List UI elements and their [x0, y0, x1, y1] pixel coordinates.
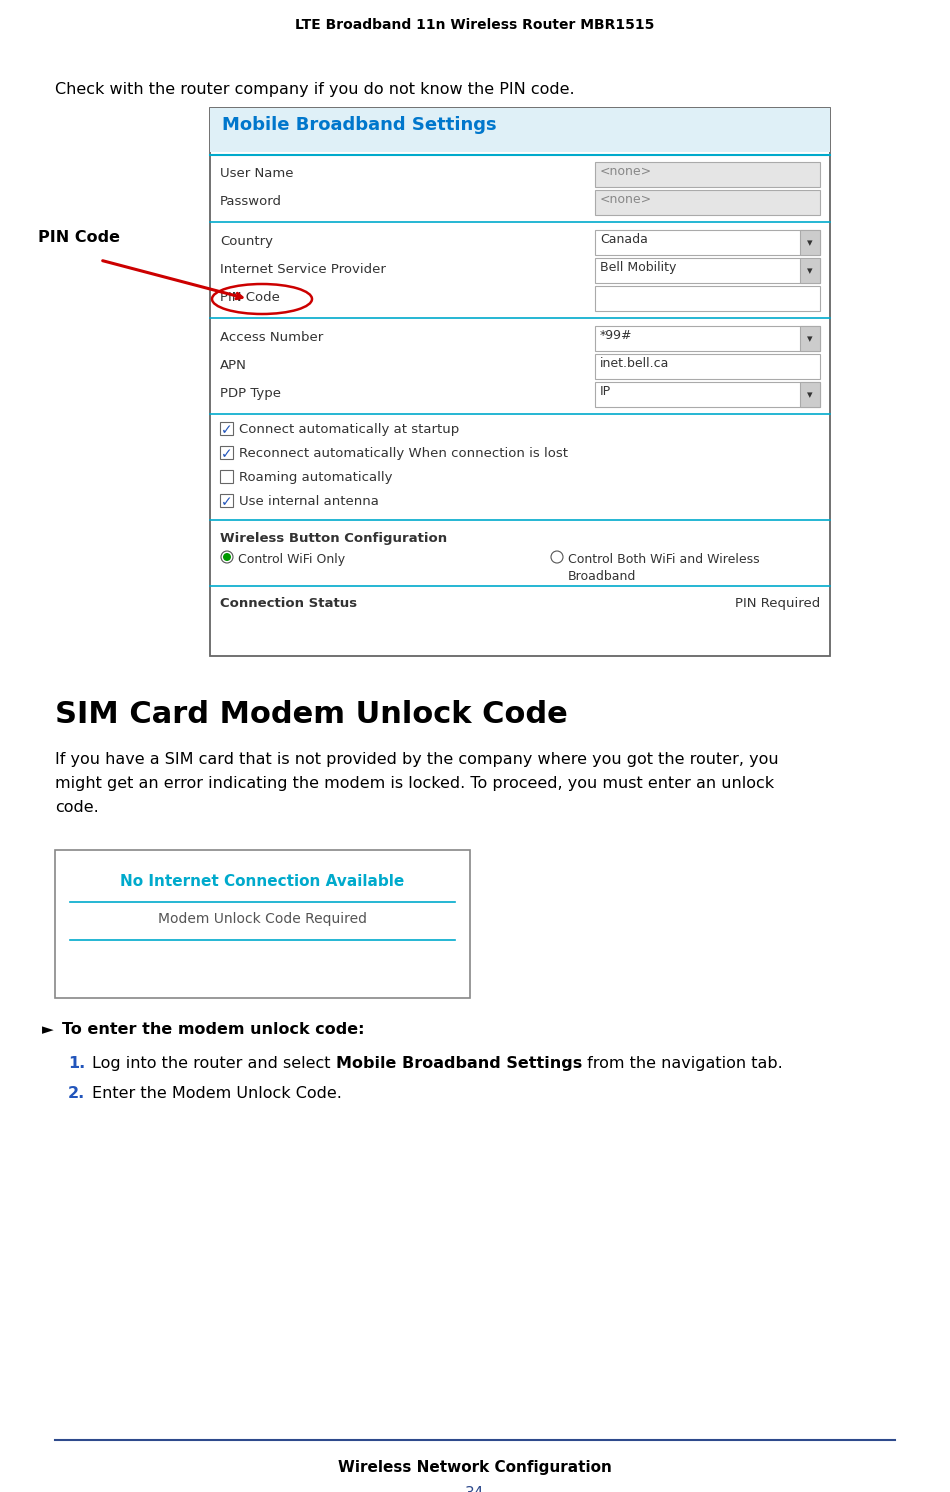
Text: SIM Card Modem Unlock Code: SIM Card Modem Unlock Code [55, 700, 568, 730]
Bar [220, 494, 233, 507]
Bar [210, 107, 830, 152]
Text: Check with the router company if you do not know the PIN code.: Check with the router company if you do … [55, 82, 575, 97]
Bar [800, 325, 820, 351]
Text: Password: Password [220, 195, 282, 207]
Text: 34: 34 [466, 1486, 484, 1492]
Bar [800, 230, 820, 255]
Text: Bell Mobility: Bell Mobility [600, 261, 676, 275]
Bar [595, 286, 820, 310]
Text: *99#: *99# [600, 330, 633, 342]
Text: Modem Unlock Code Required: Modem Unlock Code Required [158, 912, 367, 927]
Circle shape [223, 554, 231, 561]
Text: PIN Code: PIN Code [38, 230, 120, 245]
Bar [220, 422, 233, 436]
Text: from the navigation tab.: from the navigation tab. [581, 1056, 783, 1071]
Text: ▾: ▾ [808, 239, 813, 249]
Text: ▾: ▾ [808, 334, 813, 345]
Bar [595, 258, 820, 283]
Text: might get an error indicating the modem is locked. To proceed, you must enter an: might get an error indicating the modem … [55, 776, 774, 791]
Bar [595, 382, 820, 407]
Text: ▾: ▾ [808, 267, 813, 276]
Text: Canada: Canada [600, 233, 648, 246]
Text: inet.bell.ca: inet.bell.ca [600, 357, 670, 370]
Text: ▾: ▾ [808, 391, 813, 400]
Text: IP: IP [600, 385, 611, 398]
Text: User Name: User Name [220, 167, 294, 181]
Text: <none>: <none> [600, 192, 652, 206]
Bar [595, 325, 820, 351]
Text: Wireless Button Configuration: Wireless Button Configuration [220, 533, 447, 545]
Text: Mobile Broadband Settings: Mobile Broadband Settings [222, 116, 497, 134]
Text: If you have a SIM card that is not provided by the company where you got the rou: If you have a SIM card that is not provi… [55, 752, 779, 767]
Bar [220, 470, 233, 483]
Text: Control Both WiFi and Wireless
Broadband: Control Both WiFi and Wireless Broadband [568, 554, 760, 583]
Bar [595, 189, 820, 215]
Bar [595, 354, 820, 379]
Text: Country: Country [220, 236, 273, 248]
Bar [210, 107, 830, 656]
Text: PIN Required: PIN Required [734, 597, 820, 610]
Text: ✓: ✓ [220, 448, 233, 461]
Text: <none>: <none> [600, 166, 652, 178]
Text: ►: ► [42, 1022, 54, 1037]
Text: Access Number: Access Number [220, 331, 323, 345]
Text: Connect automatically at startup: Connect automatically at startup [239, 424, 459, 436]
Text: APN: APN [220, 360, 247, 372]
Bar [595, 163, 820, 186]
Bar [800, 258, 820, 283]
Text: Log into the router and select: Log into the router and select [92, 1056, 335, 1071]
Bar [595, 230, 820, 255]
Bar [55, 850, 470, 998]
Text: 1.: 1. [68, 1056, 86, 1071]
Text: PIN Code: PIN Code [220, 291, 280, 304]
Text: Connection Status: Connection Status [220, 597, 357, 610]
Text: ✓: ✓ [220, 495, 233, 509]
Text: Wireless Network Configuration: Wireless Network Configuration [338, 1461, 612, 1476]
Circle shape [551, 551, 563, 562]
Text: ✓: ✓ [220, 424, 233, 437]
Text: Roaming automatically: Roaming automatically [239, 471, 392, 483]
Bar [220, 446, 233, 460]
Circle shape [221, 551, 233, 562]
Text: 2.: 2. [68, 1086, 86, 1101]
Text: Mobile Broadband Settings: Mobile Broadband Settings [335, 1056, 581, 1071]
Text: code.: code. [55, 800, 99, 815]
Text: Internet Service Provider: Internet Service Provider [220, 263, 386, 276]
Text: Enter the Modem Unlock Code.: Enter the Modem Unlock Code. [92, 1086, 342, 1101]
Text: To enter the modem unlock code:: To enter the modem unlock code: [62, 1022, 365, 1037]
Bar [800, 382, 820, 407]
Text: Control WiFi Only: Control WiFi Only [238, 554, 345, 565]
Text: PDP Type: PDP Type [220, 386, 281, 400]
Text: LTE Broadband 11n Wireless Router MBR1515: LTE Broadband 11n Wireless Router MBR151… [295, 18, 655, 31]
Text: No Internet Connection Available: No Internet Connection Available [121, 874, 405, 889]
Text: Reconnect automatically When connection is lost: Reconnect automatically When connection … [239, 448, 568, 460]
Text: Use internal antenna: Use internal antenna [239, 495, 379, 507]
